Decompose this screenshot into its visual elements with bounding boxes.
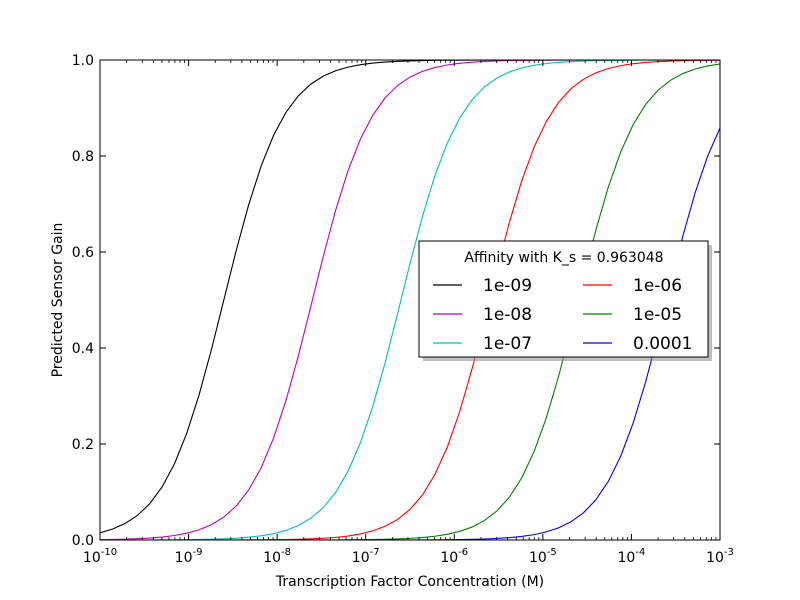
plot-frame (99, 59, 721, 541)
y-tick-label: 0.4 (72, 341, 94, 357)
x-axis-label: Transcription Factor Concentration (M) (275, 574, 544, 590)
legend-label: 0.0001 (633, 334, 692, 354)
x-tick-label: 10-3 (706, 547, 734, 566)
y-tick-label: 1.0 (72, 53, 94, 69)
x-tick-label: 10-5 (529, 547, 557, 566)
y-tick-label: 0.0 (72, 533, 94, 549)
legend: Affinity with K_s = 0.963048 1e-091e-081… (418, 240, 712, 361)
axis-ticks: 10-10 10-9 10-8 10-7 10-6 10-5 10-4 10-3 0.0 0.2 0… (72, 53, 734, 566)
legend-items: 1e-09 1e-08 1e-07 1e-06 1e-05 0.0001 (433, 276, 692, 354)
x-tick-label: 10-9 (175, 547, 203, 566)
x-tick-label: 10-7 (352, 547, 380, 566)
legend-label: 1e-06 (633, 276, 682, 296)
legend-label: 1e-05 (633, 305, 682, 325)
y-tick-label: 0.2 (72, 437, 94, 453)
legend-box (418, 240, 709, 358)
x-tick-label: 10-10 (83, 547, 117, 566)
series-line-1e-05 (100, 63, 720, 540)
legend-title: Affinity with K_s = 0.963048 (464, 250, 663, 266)
legend-label: 1e-09 (483, 276, 532, 296)
legend-label: 1e-07 (483, 334, 532, 354)
series-line-1e-09 (100, 60, 720, 534)
x-tick-label: 10-8 (263, 547, 291, 566)
y-axis-label: Predicted Sensor Gain (50, 223, 66, 378)
y-tick-label: 0.6 (72, 245, 94, 261)
x-tick-label: 10-4 (618, 547, 646, 566)
y-tick-label: 0.8 (72, 149, 94, 165)
x-tick-label: 10-6 (440, 547, 468, 566)
legend-label: 1e-08 (483, 305, 532, 325)
